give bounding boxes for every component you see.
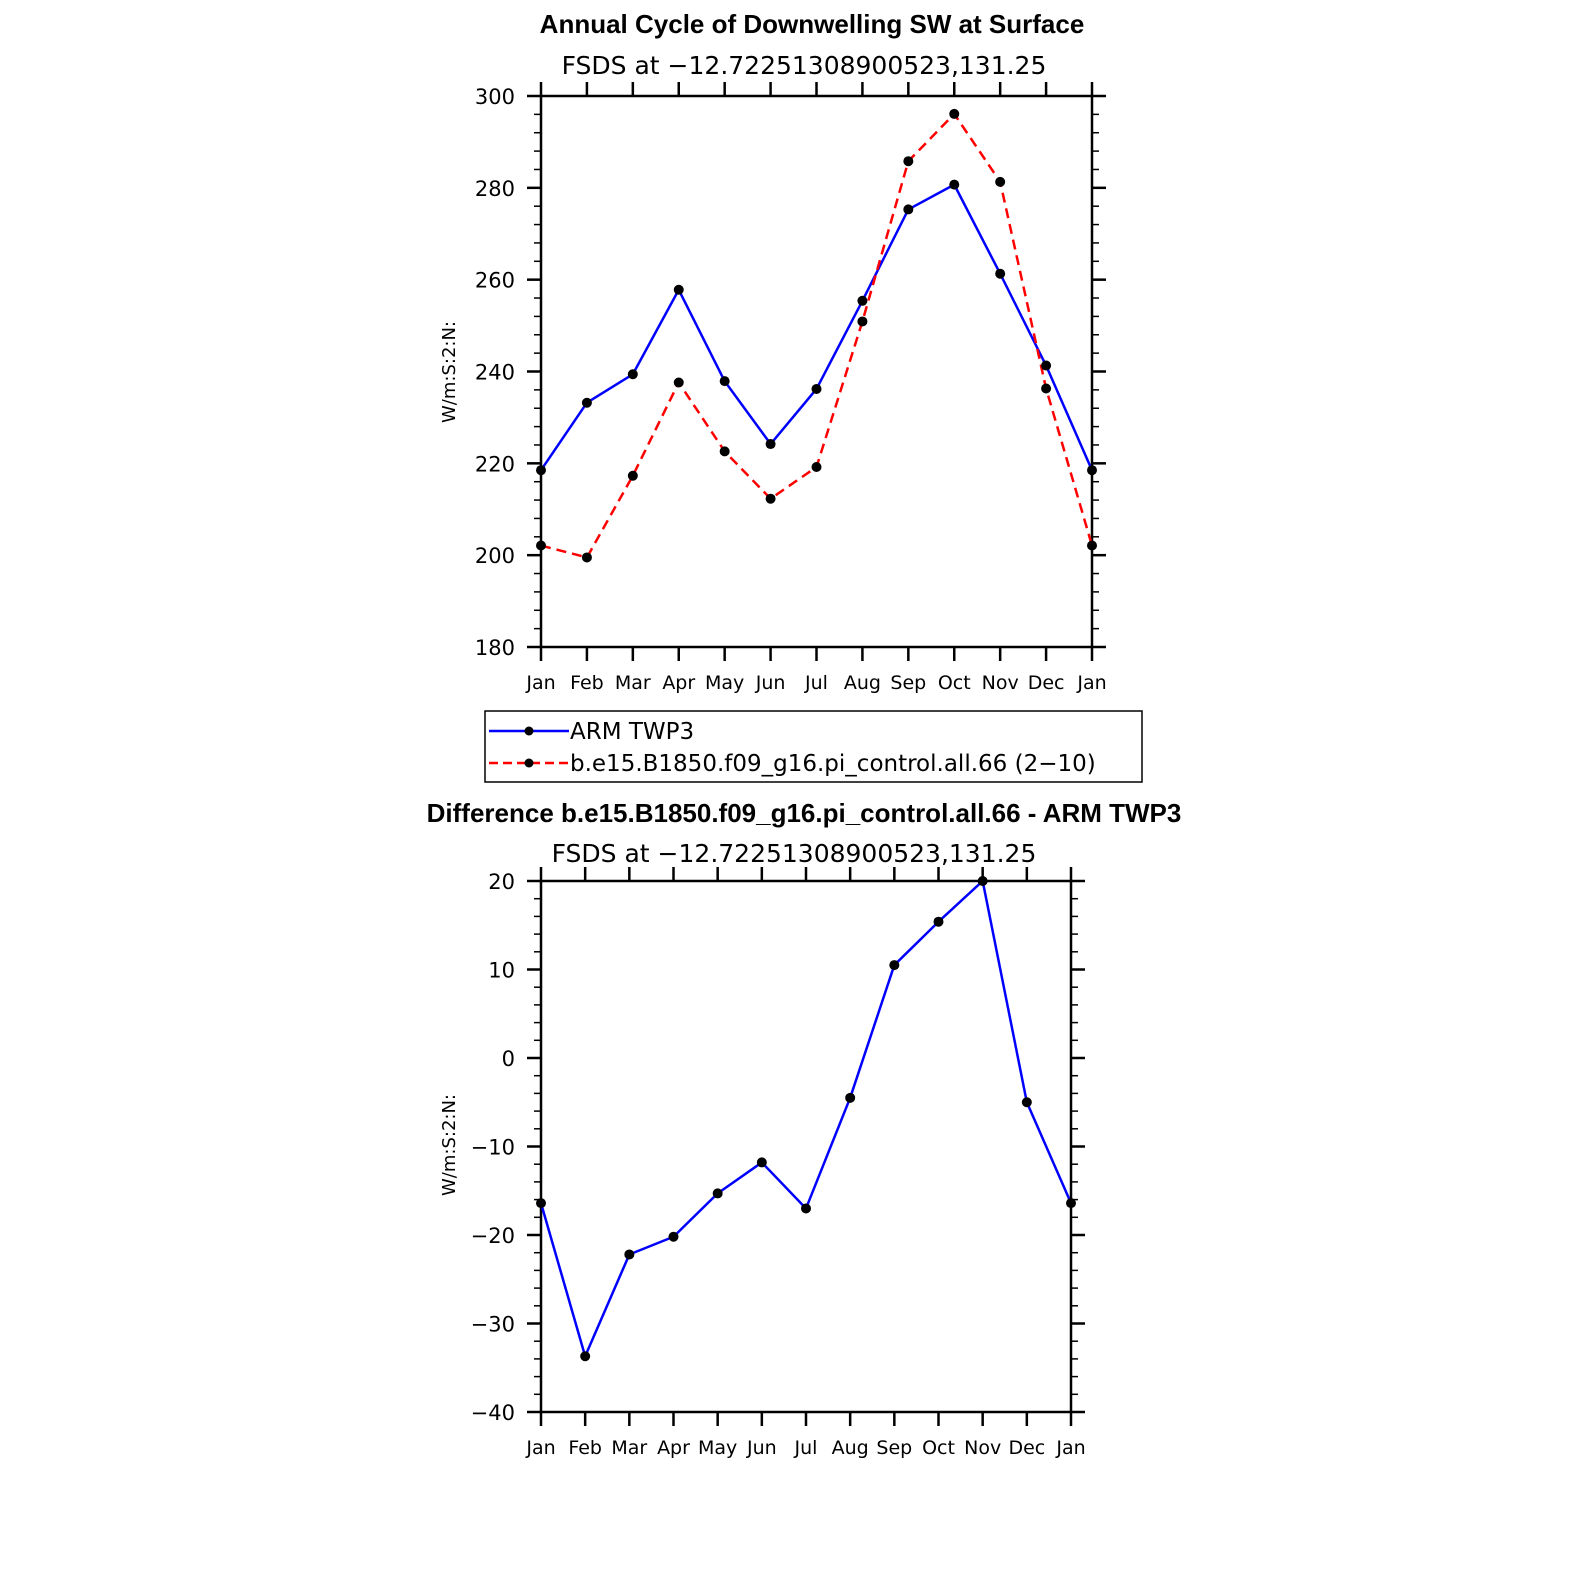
bottom-x-tick-label: Aug xyxy=(832,1437,869,1459)
top-x-tick-label: Sep xyxy=(890,672,926,694)
bottom-plot-area: −40 −30 −20 −10 0 10 20 Jan Feb Mar Apr May Jun Jul Au… xyxy=(471,867,1086,1459)
legend-label-arm: ARM TWP3 xyxy=(570,719,694,745)
top-series-1-point xyxy=(811,462,822,473)
top-x-tick-label: Jun xyxy=(755,672,786,694)
bottom-y-tick-label: 0 xyxy=(502,1047,515,1071)
top-series-0-point xyxy=(536,465,546,476)
top-series-0-point xyxy=(581,397,592,408)
top-series-0-point xyxy=(1041,360,1052,371)
top-x-tick-label: Mar xyxy=(615,672,651,694)
top-x-tick-label: Jul xyxy=(804,672,828,694)
top-series-1-point xyxy=(627,470,638,481)
bottom-x-tick-label: Jan xyxy=(525,1437,555,1459)
bottom-x-tick-label: Apr xyxy=(657,1437,690,1459)
bottom-x-tick-label: Sep xyxy=(876,1437,912,1459)
bottom-y-tick-label: −40 xyxy=(471,1401,515,1425)
top-y-tick-label: 280 xyxy=(475,177,515,201)
top-plot-frame xyxy=(539,94,1094,649)
top-series-0-point xyxy=(903,204,914,215)
top-series-0-point xyxy=(857,295,868,306)
top-y-tick-label: 180 xyxy=(475,636,515,660)
bottom-series-0-point xyxy=(933,916,944,927)
top-series-0-point xyxy=(1087,465,1097,476)
bottom-x-tick-label: Dec xyxy=(1008,1437,1045,1459)
bottom-series-0-point xyxy=(580,1351,591,1362)
top-series-1-point xyxy=(765,493,776,504)
top-y-tick-label: 300 xyxy=(475,85,515,109)
bottom-series-0-point xyxy=(889,960,900,971)
top-series-1-point xyxy=(1041,383,1052,394)
legend-marker-arm xyxy=(524,726,534,736)
bottom-series-0-point xyxy=(756,1157,767,1168)
bottom-series-0-point xyxy=(801,1203,811,1214)
top-x-tick-label: Aug xyxy=(844,672,881,694)
bottom-series-0-point xyxy=(668,1231,679,1242)
top-chart-subtitle: FSDS at −12.72251308900523,131.25 xyxy=(562,51,1047,80)
top-series-1-point xyxy=(949,108,960,119)
bottom-x-tick-label: Jan xyxy=(1055,1437,1085,1459)
top-series-0-point xyxy=(811,383,822,394)
top-series-1-point xyxy=(719,446,730,457)
top-series-1-point xyxy=(581,552,592,563)
top-series-0-point xyxy=(719,376,730,387)
top-series-1-point xyxy=(536,540,546,551)
top-x-tick-label: Jan xyxy=(525,672,555,694)
bottom-chart-title: Difference b.e15.B1850.f09_g16.pi_contro… xyxy=(427,798,1182,828)
legend-label-model: b.e15.B1850.f09_g16.pi_control.all.66 (2… xyxy=(570,751,1096,777)
bottom-x-tick-label: Nov xyxy=(964,1437,1001,1459)
top-series-0-point xyxy=(765,439,776,450)
top-series-0-point xyxy=(995,268,1006,279)
legend-marker-model xyxy=(524,758,534,768)
bottom-x-tick-label: Jul xyxy=(794,1437,818,1459)
bottom-plot-frame xyxy=(539,879,1073,1414)
top-y-tick-label: 220 xyxy=(475,452,515,476)
top-x-tick-label: May xyxy=(705,672,744,694)
top-series-1-point xyxy=(857,316,868,327)
top-y-tick-label: 260 xyxy=(475,269,515,293)
bottom-chart-subtitle: FSDS at −12.72251308900523,131.25 xyxy=(552,839,1037,868)
bottom-y-tick-label: 10 xyxy=(488,959,515,983)
top-series-0-point xyxy=(673,284,684,295)
top-series-1-point xyxy=(903,156,914,167)
bottom-y-tick-label: −30 xyxy=(471,1313,515,1337)
top-y-tick-label: 200 xyxy=(475,544,515,568)
bottom-y-axis-label: W/m:S:2:N: xyxy=(439,1094,460,1196)
bottom-x-tick-label: Feb xyxy=(568,1437,602,1459)
bottom-y-tick-label: −20 xyxy=(471,1224,515,1248)
bottom-series-0-point xyxy=(624,1249,635,1260)
legend-box xyxy=(484,710,1143,783)
bottom-x-tick-label: May xyxy=(698,1437,737,1459)
top-x-tick-label: Jan xyxy=(1076,672,1106,694)
top-x-tick-label: Apr xyxy=(662,672,695,694)
bottom-y-tick-label: −10 xyxy=(471,1136,515,1160)
top-series-line-1 xyxy=(540,112,1094,559)
bottom-y-tick-label: 20 xyxy=(488,870,515,894)
bottom-series-0-point xyxy=(1066,1198,1076,1209)
top-y-tick-label: 240 xyxy=(475,361,515,385)
top-series-0-point xyxy=(949,179,960,190)
bottom-series-0-point xyxy=(712,1188,723,1199)
top-x-tick-label: Nov xyxy=(982,672,1019,694)
top-series-1-point xyxy=(1087,540,1097,551)
top-plot-area: 180 200 220 240 260 280 300 Jan Feb Mar Apr May Jun J… xyxy=(475,82,1107,694)
top-x-tick-label: Dec xyxy=(1028,672,1065,694)
bottom-series-0-point xyxy=(977,876,988,886)
bottom-series-0-point xyxy=(536,1198,546,1209)
top-chart-title: Annual Cycle of Downwelling SW at Surfac… xyxy=(540,9,1085,39)
bottom-x-tick-label: Jun xyxy=(746,1437,777,1459)
top-y-axis-label: W/m:S:2:N: xyxy=(439,321,460,423)
bottom-series-0-point xyxy=(845,1092,856,1103)
legend: ARM TWP3 b.e15.B1850.f09_g16.pi_control.… xyxy=(484,710,1143,783)
bottom-x-tick-label: Mar xyxy=(611,1437,647,1459)
bottom-series-line-0 xyxy=(539,879,1073,1358)
top-series-1-point xyxy=(673,377,684,388)
top-x-tick-label: Feb xyxy=(570,672,604,694)
top-x-tick-label: Oct xyxy=(938,672,971,694)
bottom-x-tick-label: Oct xyxy=(922,1437,955,1459)
top-series-1-point xyxy=(995,176,1006,187)
bottom-series-0-point xyxy=(1021,1097,1032,1108)
top-series-0-point xyxy=(627,369,638,380)
